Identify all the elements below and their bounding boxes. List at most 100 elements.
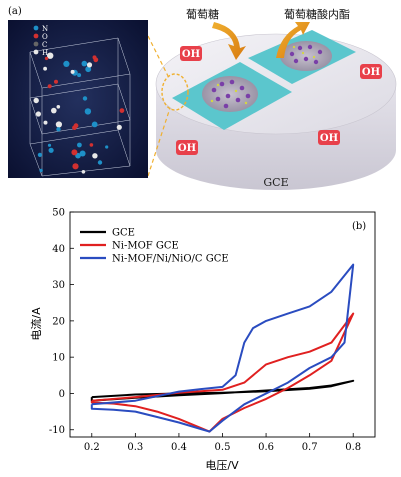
dots-right (292, 45, 316, 59)
particles-left (211, 79, 251, 109)
atom (92, 153, 98, 159)
panel-a: (a) 葡萄糖 葡萄糖酸内酯 (8, 6, 397, 190)
atom (81, 60, 88, 67)
legend-label: C (42, 41, 47, 49)
x-tick-label: 0.5 (215, 442, 231, 453)
atom (81, 170, 86, 174)
x-axis-label: 电压/V (205, 459, 239, 472)
atom (43, 66, 47, 71)
zoom-line-bottom (147, 107, 171, 177)
crystal-background (8, 20, 148, 178)
atom (63, 60, 70, 67)
legend-label: Ni-MOF/Ni/NiO/C GCE (112, 254, 229, 265)
panel-b: (b) 0.2 0.3 0.4 0.5 0.6 0.7 0.8 -10 0 10 20 30 40 50… (29, 208, 376, 472)
atom (56, 127, 61, 132)
y-tick-label: 30 (52, 280, 65, 291)
crystal-structure-inset: N O C H (8, 20, 148, 178)
particle-cluster-left (202, 76, 258, 112)
zoom-circle (161, 73, 189, 111)
atom (77, 73, 82, 78)
y-tick-label: 20 (52, 316, 65, 327)
y-tick-label: -10 (49, 425, 65, 436)
atom (116, 124, 122, 130)
atom (86, 62, 93, 68)
atom (47, 52, 54, 59)
legend-dot (33, 33, 39, 39)
atom (79, 150, 86, 157)
series-line (90, 312, 355, 433)
legend-dot (33, 41, 39, 47)
svg-text:OH: OH (362, 67, 380, 78)
atom (37, 152, 43, 157)
atom (43, 120, 48, 125)
svg-text:OH: OH (178, 143, 196, 154)
oh-badge: OH (180, 46, 202, 61)
atom (73, 123, 79, 129)
y-axis: -10 0 10 20 30 40 50 (49, 208, 74, 436)
legend-label: Ni-MOF GCE (112, 241, 179, 252)
unit-cell-lines (29, 37, 131, 177)
panel-a-label: (a) (8, 6, 22, 17)
legend-label: GCE (112, 228, 135, 239)
y-axis-label: 电流/A (29, 307, 43, 341)
svg-text:OH: OH (182, 49, 200, 60)
atoms (33, 52, 125, 174)
atom (89, 143, 94, 147)
x-tick-label: 0.4 (171, 442, 187, 453)
atom (97, 160, 103, 165)
x-tick-label: 0.2 (84, 442, 100, 453)
atom (71, 149, 78, 156)
oh-badge: OH (318, 130, 340, 145)
atom (77, 142, 82, 148)
atom (82, 96, 88, 101)
panel-b-label: (b) (352, 221, 366, 232)
legend-label: N (42, 25, 48, 33)
legend-label: O (42, 33, 48, 41)
product-label: 葡萄糖酸内酯 (284, 7, 350, 21)
particle-cluster-right (280, 41, 332, 71)
particles-right (289, 44, 323, 65)
reactant-label: 葡萄糖 (186, 7, 219, 21)
dots-left (210, 83, 248, 105)
atom (72, 163, 79, 170)
reactant-arrow (212, 22, 246, 60)
atom (54, 79, 58, 84)
chart-legend: GCE Ni-MOF GCE Ni-MOF/Ni/NiO/C GCE (80, 228, 229, 265)
legend-dot (33, 49, 39, 55)
atom (48, 147, 54, 153)
x-tick-label: 0.6 (258, 442, 274, 453)
product-arrow (276, 22, 310, 58)
atom (33, 97, 39, 104)
atom (51, 107, 57, 114)
y-tick-label: 40 (52, 244, 65, 255)
atom (55, 121, 63, 128)
atom (119, 108, 125, 113)
atom (93, 57, 99, 63)
atom-legend: N O C H (33, 25, 48, 57)
atom (70, 69, 75, 74)
y-tick-label: 50 (52, 208, 65, 219)
series-line (90, 263, 355, 433)
x-tick-label: 0.8 (345, 442, 361, 453)
y-tick-label: 10 (52, 353, 65, 364)
zoom-line-top (147, 35, 169, 77)
x-axis: 0.2 0.3 0.4 0.5 0.6 0.7 0.8 (84, 433, 361, 453)
x-tick-label: 0.3 (127, 442, 143, 453)
atom (44, 56, 49, 61)
atom (91, 121, 98, 128)
atom (39, 168, 43, 173)
oh-badge: OH (360, 64, 382, 79)
legend-label: H (42, 49, 48, 57)
svg-text:OH: OH (320, 133, 338, 144)
atom (105, 145, 109, 149)
electrode-label: GCE (263, 176, 288, 189)
x-tick-label: 0.7 (302, 442, 318, 453)
y-tick-label: 0 (59, 389, 65, 400)
atom (47, 143, 52, 147)
legend-dot (33, 25, 39, 31)
atom (56, 105, 61, 109)
oh-badge: OH (176, 140, 198, 155)
atom (35, 111, 42, 117)
atom (47, 84, 52, 89)
